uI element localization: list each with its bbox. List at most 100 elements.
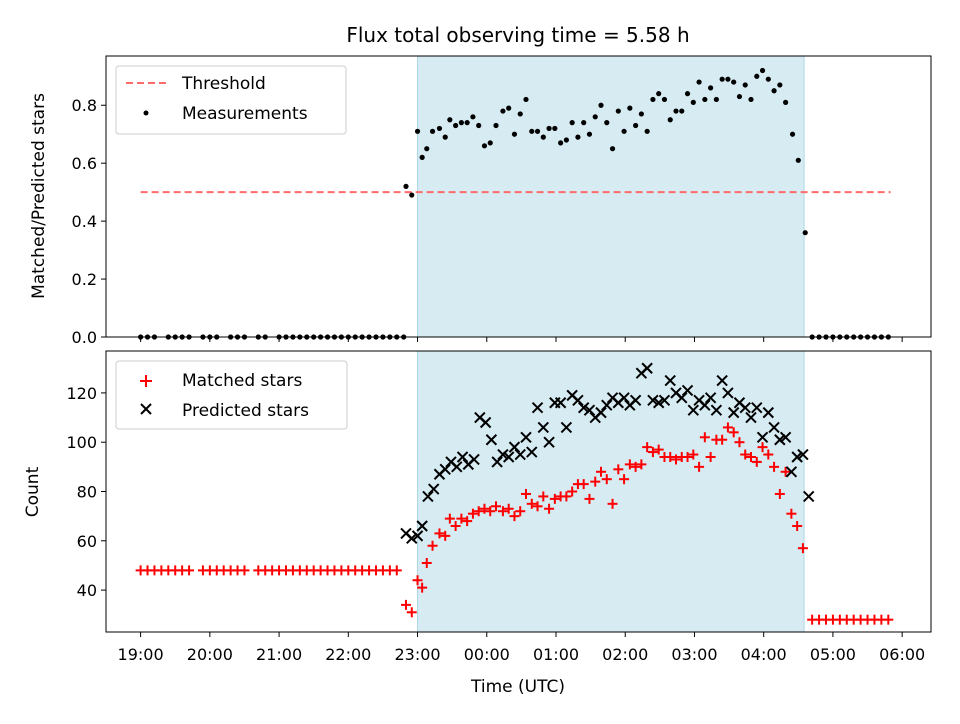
predicted-star-point: [411, 530, 424, 542]
top-x-ticks: [140, 337, 903, 342]
predicted-star-point: [502, 451, 515, 463]
x-tick-label: 00:00: [464, 645, 510, 664]
predicted-star-point: [427, 483, 440, 495]
matched-star-point: [479, 503, 490, 514]
legend-measurements-swatch: [143, 110, 149, 116]
measurement-point: [702, 96, 708, 103]
matched-star-point: [636, 459, 647, 470]
matched-star-point: [624, 459, 635, 470]
matched-star-point: [521, 488, 531, 499]
predicted-star-point: [722, 387, 734, 399]
matched-star-point: [456, 513, 467, 524]
shaded-span: [417, 351, 805, 632]
predicted-star-point: [595, 406, 607, 419]
matched-star-point: [722, 422, 733, 433]
matched-star-point: [601, 474, 612, 485]
measurement-point: [487, 140, 493, 146]
y-tick-label: 80: [77, 483, 97, 502]
matched-star-point: [549, 493, 560, 504]
matched-star-point: [401, 599, 411, 610]
matched-star-point: [596, 466, 606, 477]
matched-star-point: [584, 493, 595, 504]
legend-predicted-label: Predicted stars: [182, 401, 309, 421]
matched-star-point: [406, 607, 417, 618]
y-tick-label: 120: [66, 384, 97, 403]
measurement-point: [765, 76, 771, 82]
legend-predicted-swatch: [140, 403, 152, 415]
matched-star-point: [544, 503, 555, 514]
predicted-star-point: [727, 406, 740, 419]
predicted-star-point: [406, 532, 418, 545]
measurement-point: [424, 146, 430, 152]
matched-star-point: [590, 476, 601, 487]
measurement-point: [481, 143, 488, 149]
matched-star-point: [473, 506, 484, 517]
measurement-point: [609, 146, 616, 152]
predicted-star-point: [791, 451, 803, 463]
bottom-panel: 40 60 80 100 120 19:00 20:00 21:00 22:00 23:00 00…: [23, 350, 932, 697]
measurement-point: [690, 99, 696, 105]
measurement-point: [558, 140, 564, 146]
measurement-point: [679, 108, 685, 114]
y-tick-label: 60: [77, 532, 97, 551]
measurement-point: [719, 76, 725, 82]
matched-star-point: [526, 498, 537, 509]
measurement-point: [708, 85, 714, 91]
x-tick-label: 21:00: [256, 645, 302, 664]
x-tick-label: 01:00: [533, 645, 579, 664]
measurement-point: [569, 120, 575, 126]
measurement-point: [581, 120, 587, 126]
measurement-point: [667, 117, 673, 123]
measurement-point: [748, 96, 754, 103]
top-legend: Threshold Measurements: [115, 65, 347, 135]
matched-star-point: [653, 444, 664, 455]
measurement-point: [759, 67, 766, 74]
matched-star-point: [717, 434, 728, 445]
x-tick-label: 19:00: [118, 645, 164, 664]
legend-measurements-label: Measurements: [182, 104, 308, 124]
x-tick-label: 05:00: [810, 645, 856, 664]
predicted-star-point: [439, 463, 451, 476]
matched-stars-points: [135, 422, 894, 625]
y-tick-label: 100: [66, 433, 97, 452]
measurement-point: [736, 93, 743, 100]
matched-star-point: [786, 508, 797, 519]
measurement-point: [789, 131, 796, 137]
predicted-star-point: [641, 362, 653, 374]
matched-star-point: [417, 582, 428, 593]
predicted-star-point: [531, 401, 544, 414]
predicted-star-point: [577, 401, 590, 414]
matched-star-point: [728, 427, 739, 438]
predicted-star-point: [618, 392, 630, 404]
measurement-point: [684, 91, 691, 97]
measurement-point: [604, 120, 610, 126]
y-tick-label: 0.2: [72, 270, 97, 289]
predicted-star-point: [514, 448, 526, 461]
predicted-star-point: [520, 431, 532, 443]
predicted-star-point: [554, 397, 567, 409]
measurement-point: [802, 230, 808, 236]
top-shaded-span: [417, 56, 805, 337]
measurement-point: [506, 105, 512, 111]
x-tick-label: 20:00: [187, 645, 233, 664]
predicted-stars-points: [400, 362, 815, 545]
predicted-star-point: [797, 448, 809, 461]
matched-star-point: [746, 451, 756, 462]
measurement-point: [517, 111, 523, 117]
matched-star-point: [444, 513, 455, 524]
predicted-star-point: [681, 384, 694, 397]
matched-star-point: [440, 530, 451, 541]
bottom-y-axis-label: Count: [23, 466, 43, 517]
measurement-point: [493, 122, 499, 129]
measurement-point: [650, 96, 656, 103]
measurement-point: [638, 111, 644, 117]
measurement-point: [615, 108, 621, 114]
matched-star-point: [503, 503, 514, 514]
matched-star-point: [184, 565, 195, 576]
predicted-star-point: [416, 520, 428, 532]
matched-star-point: [421, 557, 432, 568]
measurement-point: [552, 125, 558, 132]
predicted-star-point: [762, 406, 775, 419]
matched-star-point: [699, 432, 710, 443]
measurement-point: [627, 105, 633, 111]
